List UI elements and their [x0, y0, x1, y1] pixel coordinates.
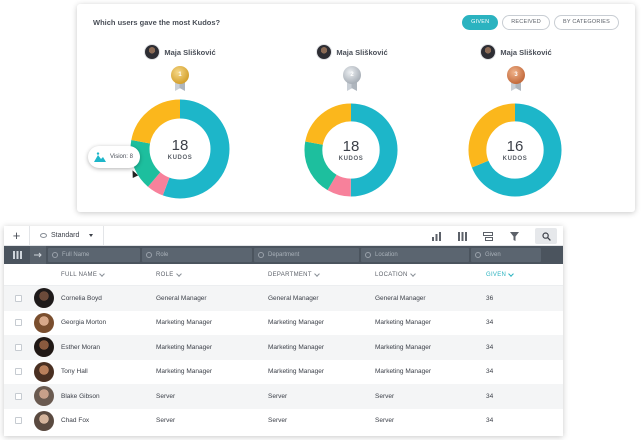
gold-medal-icon: 1 — [171, 66, 189, 92]
table-row[interactable]: Chad Fox Server Server Server 34 — [4, 409, 563, 434]
kudos-filter-group: GIVEN RECEIVED BY CATEGORIES — [462, 15, 619, 30]
chevron-down-icon — [99, 270, 105, 277]
medal-rank: 1 — [171, 66, 189, 84]
search-icon — [365, 252, 371, 258]
winner-avatar — [480, 44, 497, 60]
eye-icon — [40, 233, 47, 238]
winner-name: Maja Slišković — [500, 47, 552, 57]
row-checkbox[interactable] — [15, 343, 22, 351]
kudos-card: Which users gave the most Kudos? GIVEN R… — [77, 4, 635, 212]
winner-2: Maja Slišković 2 — [292, 44, 412, 92]
donut-chart-1[interactable]: 18 KUDOS — [130, 99, 230, 199]
donut-unit: KUDOS — [338, 156, 364, 162]
column-header-full-name[interactable]: FULL NAME — [61, 270, 105, 278]
donut-unit: KUDOS — [502, 156, 528, 162]
silver-medal-icon: 2 — [343, 66, 361, 92]
table-toolbar: + Standard — [4, 226, 563, 246]
row-checkbox[interactable] — [15, 368, 22, 376]
filter-full-name-input[interactable]: Full Name — [48, 248, 140, 262]
search-icon — [146, 252, 152, 258]
column-filter-bar: Full Name Role Department Location Given — [4, 246, 563, 264]
chevron-down-icon — [508, 270, 515, 277]
medal-rank: 2 — [343, 66, 361, 84]
filter-received-button[interactable]: RECEIVED — [502, 15, 550, 30]
row-checkbox[interactable] — [15, 319, 22, 327]
tooltip-text: Vision: 8 — [110, 154, 133, 160]
search-icon — [475, 252, 481, 258]
donut-slice[interactable] — [304, 103, 398, 197]
kudos-title: Which users gave the most Kudos? — [93, 18, 221, 27]
donut-chart-3[interactable]: 16 KUDOS — [468, 103, 562, 197]
chart-tooltip: Vision: 8 — [88, 146, 140, 168]
donut-total: 16 — [506, 138, 524, 155]
add-icon[interactable]: + — [4, 226, 30, 246]
filter-by-categories-button[interactable]: BY CATEGORIES — [553, 15, 619, 30]
winner-avatar — [316, 44, 333, 60]
avatar — [34, 410, 54, 431]
filter-location-input[interactable]: Location — [361, 248, 469, 262]
table-row[interactable]: Georgia Morton Marketing Manager Marketi… — [4, 311, 563, 336]
donut-slice[interactable] — [130, 99, 230, 199]
table-row[interactable]: Blake Gibson Server Server Server 34 — [4, 384, 563, 409]
chevron-down-icon — [313, 270, 320, 277]
row-checkbox[interactable] — [15, 417, 22, 425]
users-table-panel: + Standard — [4, 226, 563, 436]
donut-chart-2[interactable]: 18 KUDOS — [304, 103, 398, 197]
bar-chart-icon[interactable] — [431, 231, 441, 241]
filter-role-input[interactable]: Role — [142, 248, 252, 262]
grouping-icon[interactable] — [483, 231, 493, 241]
winner-3: Maja Slišković 3 — [456, 44, 576, 92]
filter-given-input[interactable]: Given — [471, 248, 541, 262]
column-header-location[interactable]: LOCATION — [375, 270, 416, 278]
winner-name: Maja Slišković — [336, 47, 388, 57]
donut-slice[interactable] — [130, 99, 230, 199]
columns-icon[interactable] — [457, 231, 467, 241]
filter-department-input[interactable]: Department — [254, 248, 359, 262]
avatar — [34, 386, 54, 407]
grid-icon[interactable] — [4, 246, 30, 264]
search-icon — [258, 252, 264, 258]
donut-total: 18 — [171, 137, 189, 154]
row-checkbox[interactable] — [15, 392, 22, 400]
chevron-down-icon — [409, 270, 416, 277]
avatar — [34, 337, 54, 358]
view-selector[interactable]: Standard — [30, 226, 105, 246]
view-label: Standard — [51, 232, 80, 239]
table-header: FULL NAME ROLE DEPARTMENT LOCATION GIVEN — [4, 264, 563, 286]
arrow-right-icon[interactable] — [30, 246, 46, 264]
bronze-medal-icon: 3 — [507, 66, 525, 92]
mountain-icon — [94, 152, 106, 162]
table-row[interactable]: Cornelia Boyd General Manager General Ma… — [4, 286, 563, 311]
row-checkbox[interactable] — [15, 294, 22, 302]
winner-1: Maja Slišković 1 — [120, 44, 240, 92]
winner-name: Maja Slišković — [164, 47, 216, 57]
search-icon — [52, 252, 58, 258]
column-header-given[interactable]: GIVEN — [486, 270, 515, 278]
donut-unit: KUDOS — [167, 155, 193, 161]
table-row[interactable]: Esther Moran Marketing Manager Marketing… — [4, 335, 563, 360]
column-header-role[interactable]: ROLE — [156, 270, 182, 278]
winner-avatar — [144, 44, 161, 60]
table-row[interactable]: Tony Hall Marketing Manager Marketing Ma… — [4, 360, 563, 385]
avatar — [34, 361, 54, 382]
donut-total: 18 — [342, 138, 360, 155]
filter-icon[interactable] — [509, 231, 519, 241]
chevron-down-icon — [175, 270, 182, 277]
filter-given-button[interactable]: GIVEN — [462, 15, 499, 30]
medal-rank: 3 — [507, 66, 525, 84]
column-header-department[interactable]: DEPARTMENT — [268, 270, 320, 278]
donut-slice[interactable] — [468, 103, 562, 197]
avatar — [34, 288, 54, 309]
avatar — [34, 312, 54, 333]
table-body: Cornelia Boyd General Manager General Ma… — [4, 286, 563, 433]
search-icon[interactable] — [535, 228, 557, 244]
donut-slice[interactable] — [304, 103, 398, 197]
chevron-down-icon — [89, 234, 94, 237]
